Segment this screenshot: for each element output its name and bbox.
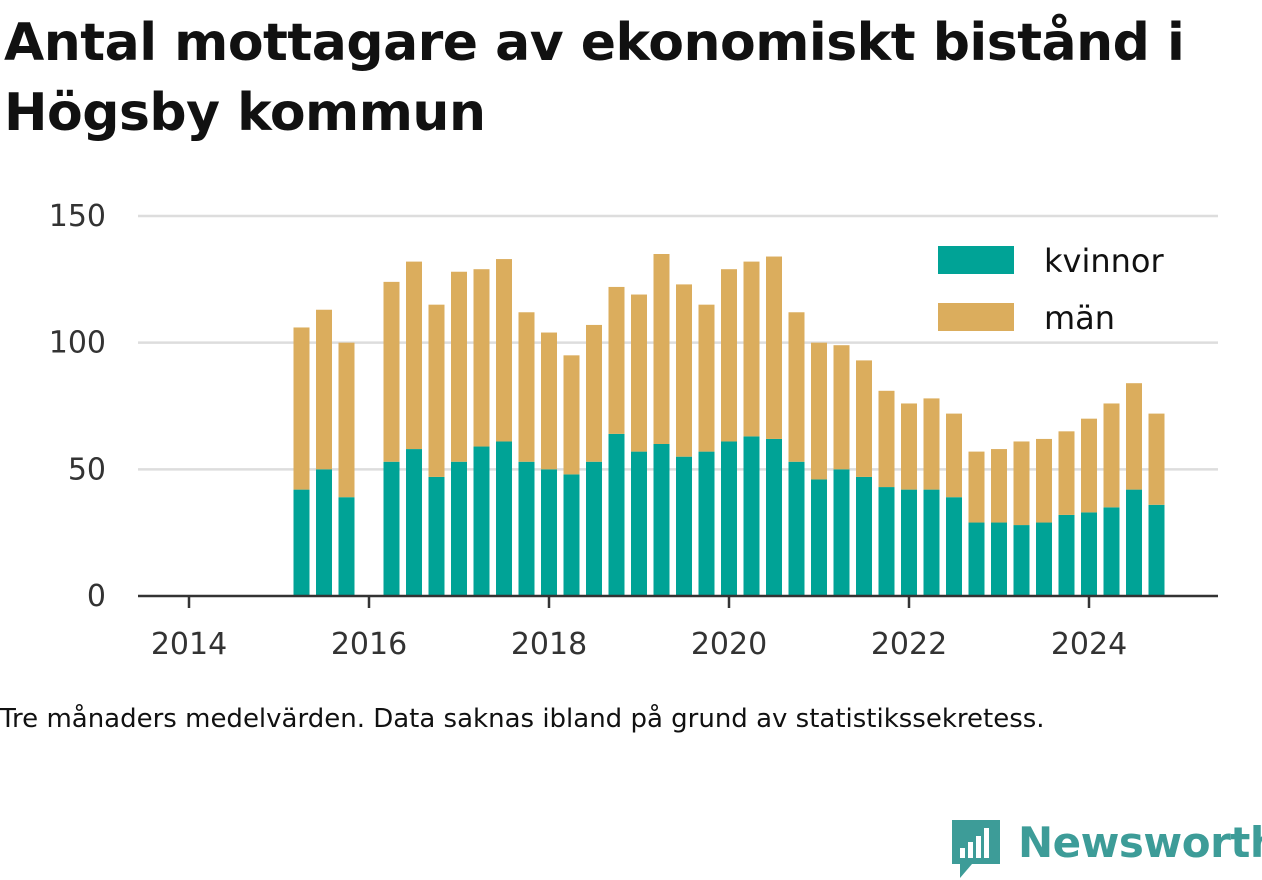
- y-tick-label: 150: [49, 199, 106, 234]
- bar-kvinnor: [338, 497, 355, 596]
- bar-kvinnor: [721, 441, 737, 596]
- bar-man: [563, 355, 580, 475]
- bar-man: [833, 345, 850, 470]
- bar-kvinnor: [293, 489, 310, 596]
- bar-kvinnor: [586, 461, 602, 596]
- bar-man: [293, 327, 310, 490]
- bar-man: [451, 271, 467, 462]
- bar-kvinnor: [1058, 514, 1075, 596]
- bar-kvinnor: [923, 489, 940, 596]
- bar-kvinnor: [608, 433, 625, 596]
- legend-label: kvinnor: [1044, 242, 1165, 280]
- bar-man: [878, 390, 895, 488]
- bar-kvinnor: [383, 461, 400, 596]
- bar-man: [856, 360, 872, 477]
- chart-caption: Tre månaders medelvärden. Data saknas ib…: [0, 704, 1045, 734]
- bar-man: [698, 304, 715, 452]
- bar-kvinnor: [316, 469, 332, 596]
- bar-man: [923, 398, 940, 490]
- bar-kvinnor: [788, 461, 805, 596]
- bar-kvinnor: [991, 522, 1007, 596]
- bar-man: [788, 312, 805, 462]
- bar-man: [316, 309, 332, 470]
- bar-kvinnor: [473, 446, 490, 596]
- bar-kvinnor: [541, 469, 557, 596]
- bar-kvinnor: [428, 476, 445, 596]
- bar-man: [586, 324, 602, 462]
- stacked-bar-chart: 0 50 100 150 2014 2016 2018 2020 2022 2024 kvinno…: [49, 199, 1218, 662]
- bar-kvinnor: [811, 479, 827, 596]
- bar-man: [991, 449, 1007, 523]
- brand-name: Newsworthy: [1018, 818, 1262, 867]
- bar-kvinnor: [766, 438, 782, 596]
- bar-kvinnor: [968, 522, 985, 596]
- bar-kvinnor: [878, 487, 895, 596]
- bar-man: [428, 304, 445, 477]
- bar-man: [1058, 431, 1075, 515]
- bar-man: [541, 332, 557, 470]
- bar-kvinnor: [451, 461, 467, 596]
- bar-man: [653, 254, 670, 444]
- chart-title: Antal mottagare av ekonomiskt bistånd i …: [4, 13, 1185, 143]
- x-tick-label: 2024: [1051, 627, 1127, 662]
- bar-man: [968, 451, 985, 523]
- bar-man: [676, 284, 692, 457]
- bar-man: [1103, 403, 1120, 508]
- y-tick-label: 0: [87, 579, 106, 614]
- legend-label: män: [1044, 299, 1115, 337]
- bar-kvinnor: [496, 441, 512, 596]
- bar-man: [1148, 413, 1165, 505]
- bar-man: [631, 294, 647, 452]
- bar-man: [766, 256, 782, 439]
- legend-swatch-kvinnor: [938, 246, 1014, 274]
- axes: 0 50 100 150 2014 2016 2018 2020 2022 2024: [49, 199, 1218, 662]
- x-tick-label: 2022: [871, 627, 947, 662]
- bar-kvinnor: [406, 449, 422, 596]
- bar-kvinnor: [1148, 504, 1165, 596]
- bar-man: [338, 342, 355, 498]
- bar-kvinnor: [698, 451, 715, 596]
- bar-kvinnor: [653, 444, 670, 596]
- bar-man: [901, 403, 917, 490]
- bar-man: [383, 281, 400, 462]
- legend-swatch-man: [938, 303, 1014, 331]
- bar-kvinnor: [631, 451, 647, 596]
- bar-kvinnor: [1126, 489, 1142, 596]
- bars: [293, 254, 1165, 596]
- bar-kvinnor: [563, 474, 580, 596]
- bar-man: [721, 269, 737, 442]
- bar-kvinnor: [743, 436, 760, 596]
- y-tick-label: 100: [49, 326, 106, 361]
- bar-man: [1013, 441, 1030, 526]
- bar-man: [743, 261, 760, 437]
- bar-kvinnor: [1013, 525, 1030, 596]
- bar-man: [473, 269, 490, 447]
- bar-man: [1081, 418, 1097, 513]
- bar-kvinnor: [901, 489, 917, 596]
- bar-kvinnor: [518, 461, 535, 596]
- x-tick-label: 2020: [691, 627, 767, 662]
- x-tick-label: 2016: [331, 627, 407, 662]
- bar-kvinnor: [1081, 512, 1097, 596]
- bar-man: [1036, 438, 1052, 523]
- bar-kvinnor: [856, 476, 872, 596]
- legend: kvinnor män: [938, 242, 1165, 337]
- newsworthy-logo-icon: [952, 820, 1000, 878]
- bar-man: [811, 342, 827, 480]
- bar-kvinnor: [1036, 522, 1052, 596]
- bar-man: [496, 259, 512, 442]
- y-tick-label: 50: [68, 452, 106, 487]
- x-tick-label: 2018: [511, 627, 587, 662]
- bar-kvinnor: [1103, 507, 1120, 596]
- bar-man: [406, 261, 422, 450]
- bar-man: [1126, 383, 1142, 490]
- bar-man: [608, 286, 625, 434]
- bar-kvinnor: [676, 456, 692, 596]
- bar-man: [946, 413, 962, 498]
- bar-kvinnor: [946, 497, 962, 596]
- bar-kvinnor: [833, 469, 850, 596]
- x-tick-label: 2014: [151, 627, 227, 662]
- bar-man: [518, 312, 535, 462]
